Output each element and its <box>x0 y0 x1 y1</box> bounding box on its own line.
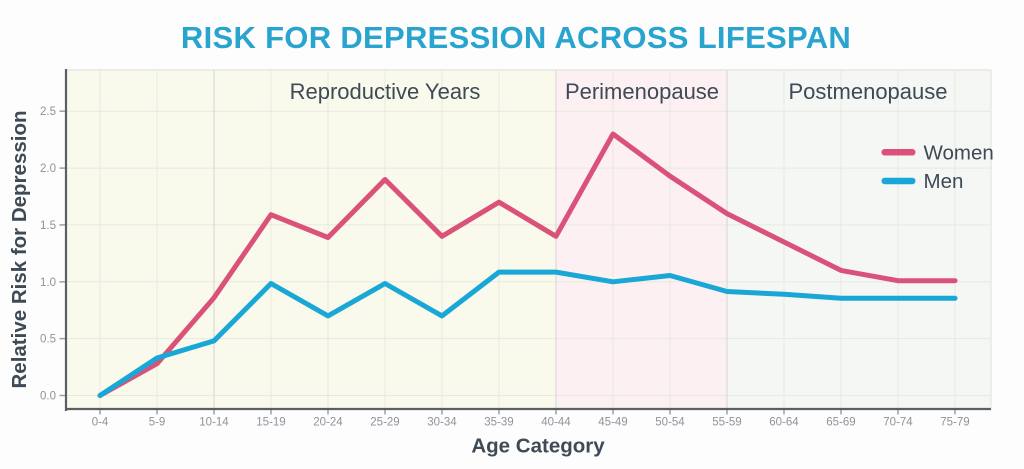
svg-text:1.0: 1.0 <box>40 277 56 289</box>
svg-text:0.5: 0.5 <box>40 334 56 346</box>
svg-text:Reproductive Years: Reproductive Years <box>290 79 481 104</box>
svg-text:70-74: 70-74 <box>883 417 913 429</box>
svg-text:0.0: 0.0 <box>40 391 56 403</box>
svg-text:40-44: 40-44 <box>541 417 571 429</box>
svg-text:35-39: 35-39 <box>484 417 513 429</box>
svg-text:55-59: 55-59 <box>712 417 741 429</box>
svg-text:45-49: 45-49 <box>598 417 627 429</box>
svg-text:Age Category: Age Category <box>471 435 605 458</box>
svg-text:Postmenopause: Postmenopause <box>789 79 948 104</box>
svg-text:10-14: 10-14 <box>199 417 229 429</box>
svg-text:20-24: 20-24 <box>313 417 343 429</box>
svg-text:Perimenopause: Perimenopause <box>565 79 719 104</box>
svg-text:5-9: 5-9 <box>149 417 166 429</box>
svg-text:30-34: 30-34 <box>427 417 457 429</box>
svg-text:0-4: 0-4 <box>92 417 109 429</box>
svg-text:1.5: 1.5 <box>40 220 56 232</box>
svg-text:50-54: 50-54 <box>655 417 685 429</box>
svg-text:Men: Men <box>924 170 964 193</box>
svg-text:75-79: 75-79 <box>940 417 969 429</box>
svg-text:25-29: 25-29 <box>370 417 399 429</box>
svg-text:15-19: 15-19 <box>256 417 285 429</box>
svg-text:RISK FOR DEPRESSION ACROSS LIF: RISK FOR DEPRESSION ACROSS LIFESPAN <box>181 20 851 55</box>
svg-text:2.0: 2.0 <box>40 163 56 175</box>
svg-text:Women: Women <box>924 142 994 165</box>
svg-text:65-69: 65-69 <box>826 417 855 429</box>
svg-text:2.5: 2.5 <box>40 106 56 118</box>
svg-text:Relative Risk for Depression: Relative Risk for Depression <box>8 111 31 389</box>
svg-text:60-64: 60-64 <box>769 417 799 429</box>
